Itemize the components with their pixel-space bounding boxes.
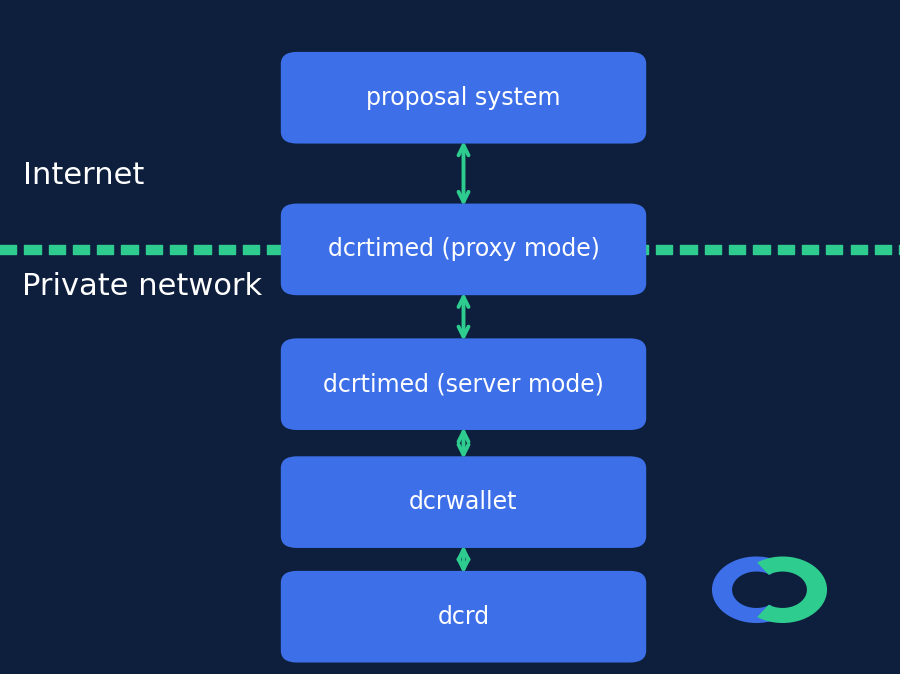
Text: Private network: Private network xyxy=(22,272,263,301)
Polygon shape xyxy=(712,557,782,623)
Text: dcrwallet: dcrwallet xyxy=(410,490,518,514)
FancyBboxPatch shape xyxy=(281,52,646,144)
Text: dcrtimed (proxy mode): dcrtimed (proxy mode) xyxy=(328,237,599,262)
FancyBboxPatch shape xyxy=(281,204,646,295)
Text: dcrtimed (server mode): dcrtimed (server mode) xyxy=(323,372,604,396)
Polygon shape xyxy=(757,557,827,623)
FancyBboxPatch shape xyxy=(281,571,646,663)
Text: proposal system: proposal system xyxy=(366,86,561,110)
Text: Internet: Internet xyxy=(22,160,144,190)
FancyBboxPatch shape xyxy=(281,338,646,430)
Text: dcrd: dcrd xyxy=(437,605,490,629)
FancyBboxPatch shape xyxy=(281,456,646,548)
